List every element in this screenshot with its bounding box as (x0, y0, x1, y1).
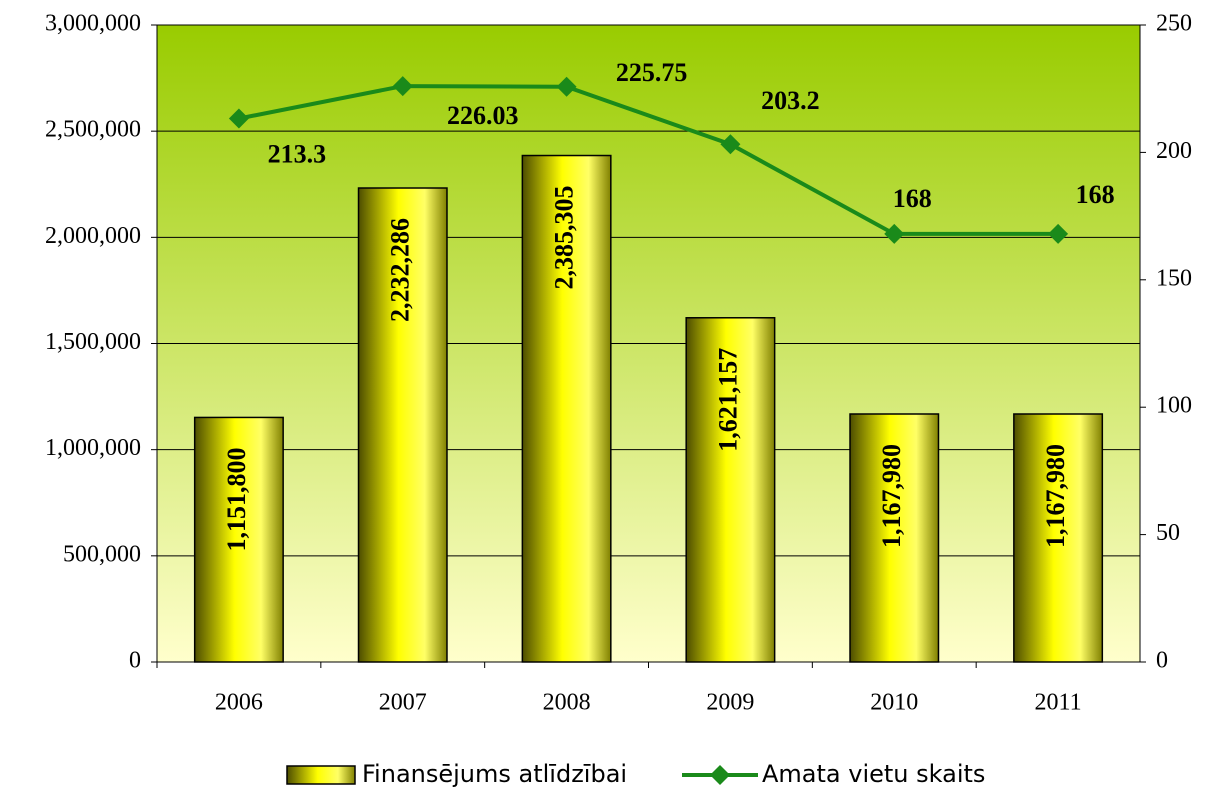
bar (685, 317, 776, 663)
y-tick-label: 500,000 (63, 541, 141, 567)
line-marker (884, 223, 905, 244)
y-tick-label: 2,500,000 (45, 117, 141, 143)
x-tick-label: 2009 (706, 690, 754, 716)
line (238, 84, 1059, 236)
bar (357, 187, 448, 663)
line-marker (1048, 223, 1069, 244)
legend-marker (710, 765, 730, 785)
bar-value-label: 2,385,305 (550, 186, 579, 290)
bar (193, 416, 284, 663)
legend-label: Finansējums atlīdzībai (362, 760, 627, 788)
line-value-label: 168 (1076, 180, 1115, 209)
line-marker (720, 134, 741, 155)
line-marker (392, 76, 413, 97)
y2-tick-label: 200 (1156, 138, 1192, 164)
y2-tick-label: 0 (1156, 648, 1168, 674)
y-tick-label: 1,500,000 (45, 329, 141, 355)
bar-value-label: 1,167,980 (877, 444, 906, 548)
legend-swatch (286, 765, 356, 785)
bar (1013, 413, 1104, 663)
x-tick-label: 2010 (870, 690, 918, 716)
x-tick-label: 2011 (1035, 690, 1082, 716)
x-tick-label: 2006 (215, 690, 263, 716)
x-tick-label: 2007 (379, 690, 427, 716)
line-value-label: 226.03 (447, 101, 519, 130)
bar (521, 154, 612, 663)
bar (849, 413, 940, 663)
line-value-label: 213.3 (268, 139, 327, 168)
y-tick-label: 3,000,000 (45, 11, 141, 37)
line-value-label: 168 (893, 184, 932, 213)
y2-tick-label: 150 (1156, 265, 1192, 291)
bar-value-label: 1,151,800 (222, 447, 251, 551)
line-value-label: 203.2 (761, 86, 820, 115)
line-value-label: 225.75 (616, 58, 688, 87)
bar-value-label: 1,167,980 (1041, 444, 1070, 548)
y-tick-label: 2,000,000 (45, 223, 141, 249)
line-marker (228, 108, 249, 129)
y-tick-label: 1,000,000 (45, 435, 141, 461)
x-tick-label: 2008 (543, 690, 591, 716)
y-tick-label: 0 (129, 648, 141, 674)
y2-tick-label: 100 (1156, 393, 1192, 419)
legend-label: Amata vietu skaits (762, 760, 985, 788)
bar-value-label: 1,621,157 (713, 348, 742, 452)
bar-value-label: 2,232,286 (386, 218, 415, 322)
y2-tick-label: 250 (1156, 11, 1192, 37)
y2-tick-label: 50 (1156, 520, 1180, 546)
line-marker (556, 76, 577, 97)
